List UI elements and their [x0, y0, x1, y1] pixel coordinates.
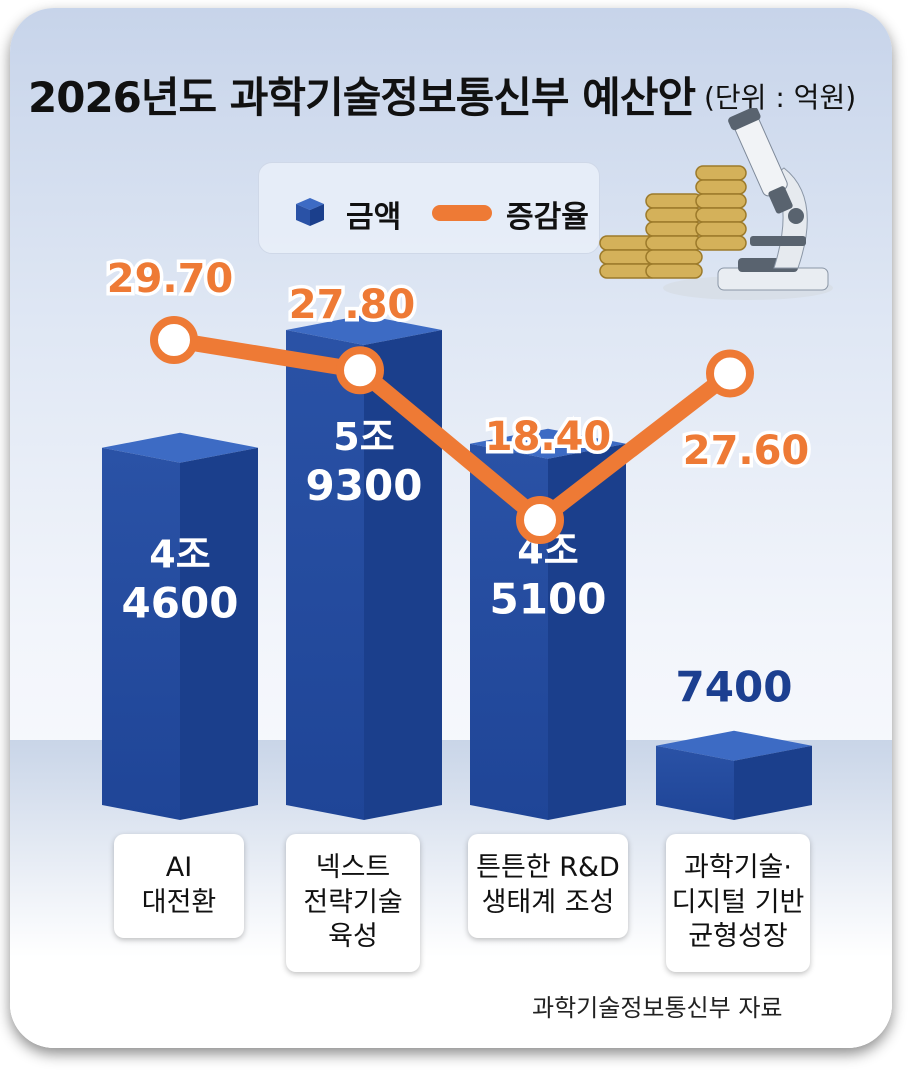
rate-label-4: 27.60 [683, 428, 810, 474]
bar-side-4 [734, 745, 812, 820]
bar-front-2 [286, 330, 364, 820]
rate-label-3: 18.40 [485, 414, 612, 460]
category-label-2: 넥스트 전략기술 육성 [286, 834, 420, 972]
legend-line-label: 증감율 [506, 200, 589, 235]
chart-title: 2026년도 과학기술정보통신부 예산안 [28, 73, 696, 122]
rate-point-1 [150, 316, 198, 364]
rate-line [166, 332, 738, 528]
bar-value-unit-2: 5조 [333, 415, 394, 459]
bar-value-2: 9300 [306, 461, 423, 510]
bar-side-2 [364, 330, 442, 820]
unit-label: (단위 : 억원) [704, 81, 857, 114]
legend-line-swatch [432, 205, 492, 221]
rate-point-4 [706, 349, 754, 398]
bar-side-1 [180, 447, 258, 820]
category-label-1: AI 대전환 [114, 834, 244, 938]
bar-front-1 [102, 447, 180, 820]
bar-side-3 [548, 443, 626, 820]
bar-value-1: 4600 [122, 579, 239, 628]
category-label-4: 과학기술· 디지털 기반 균형성장 [666, 834, 810, 972]
legend-bar-swatch [296, 198, 324, 226]
rate-label-1: 29.70 [107, 256, 234, 302]
category-label-3: 튼튼한 R&D 생태계 조성 [468, 834, 628, 938]
legend-bar-label: 금액 [346, 200, 402, 235]
coins-microscope-illustration [599, 108, 833, 300]
rate-label-2: 27.80 [289, 282, 416, 328]
rate-point-2 [336, 346, 384, 395]
bar-front-4 [656, 745, 734, 820]
source-note: 과학기술정보통신부 자료 [532, 994, 783, 1022]
bar-value-3: 5100 [490, 575, 607, 624]
bar-value-4: 7400 [676, 663, 793, 712]
rate-point-3 [516, 496, 564, 544]
bar-value-unit-1: 4조 [149, 533, 210, 577]
